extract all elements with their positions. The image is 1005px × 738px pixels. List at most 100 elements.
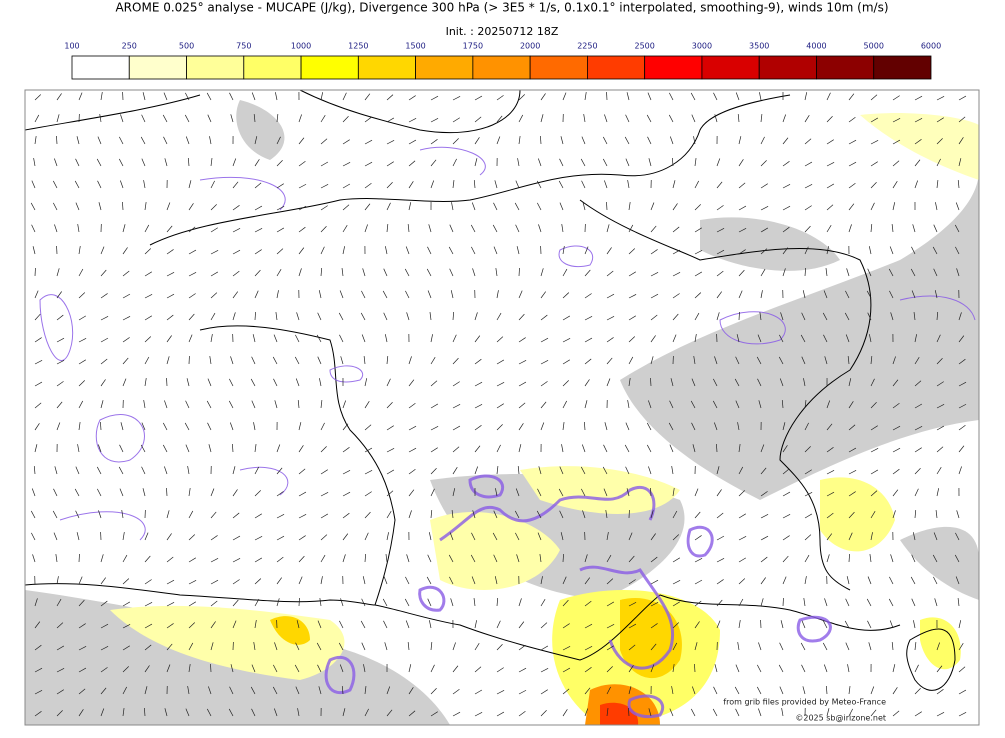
wind-barb bbox=[584, 667, 592, 673]
wind-barb bbox=[144, 707, 146, 717]
wind-barb bbox=[164, 158, 168, 167]
wind-barb bbox=[914, 688, 921, 695]
wind-barb bbox=[848, 203, 855, 211]
wind-barb bbox=[847, 356, 850, 365]
wind-barb bbox=[866, 290, 872, 299]
wind-barb bbox=[122, 201, 124, 211]
wind-barb bbox=[672, 642, 678, 651]
wind-barb bbox=[712, 400, 718, 409]
wind-barb bbox=[889, 290, 894, 299]
wind-barb bbox=[122, 532, 125, 541]
wind-barb bbox=[672, 203, 678, 211]
wind-barb bbox=[870, 510, 876, 519]
wind-barb bbox=[144, 602, 153, 607]
wind-barb bbox=[144, 202, 147, 211]
wind-barb bbox=[342, 92, 347, 101]
wind-barb bbox=[33, 466, 36, 475]
wind-barb bbox=[958, 712, 967, 717]
wind-barb bbox=[230, 664, 234, 673]
wind-barb bbox=[383, 268, 388, 277]
wind-barb bbox=[936, 665, 943, 673]
wind-barb bbox=[671, 157, 674, 167]
wind-barb bbox=[628, 315, 637, 321]
wind-barb bbox=[826, 246, 829, 255]
wind-barb bbox=[804, 576, 807, 585]
wind-barb bbox=[540, 645, 549, 651]
colorbar-box bbox=[701, 55, 760, 80]
wind-barb bbox=[53, 488, 58, 497]
wind-barb bbox=[892, 468, 900, 475]
wind-barb bbox=[562, 422, 565, 431]
wind-barb bbox=[276, 491, 284, 497]
wind-barb bbox=[34, 402, 42, 409]
wind-barb bbox=[188, 488, 191, 497]
wind-barb bbox=[232, 579, 240, 585]
wind-barb bbox=[34, 381, 43, 387]
colorbar-label: 100 bbox=[64, 42, 79, 51]
wind-barb bbox=[78, 553, 80, 563]
wind-barb bbox=[626, 92, 630, 101]
wind-barb bbox=[738, 557, 747, 563]
wind-barb bbox=[782, 183, 791, 189]
wind-barb bbox=[606, 532, 609, 541]
wind-barb bbox=[935, 510, 938, 519]
wind-barb bbox=[206, 400, 212, 409]
colorbar-box bbox=[587, 55, 646, 80]
wind-barb bbox=[430, 426, 439, 431]
wind-barb bbox=[99, 114, 102, 123]
wind-barb bbox=[404, 598, 410, 607]
wind-barb bbox=[56, 93, 62, 101]
wind-barb bbox=[603, 488, 608, 497]
wind-barb bbox=[276, 556, 284, 563]
wind-barb bbox=[650, 623, 658, 629]
init-time: Init. : 20250712 18Z bbox=[446, 25, 559, 38]
wind-barb bbox=[56, 401, 63, 409]
wind-barb bbox=[97, 488, 102, 497]
wind-barb bbox=[628, 294, 637, 299]
wind-barb bbox=[298, 183, 307, 189]
wind-barb bbox=[846, 268, 850, 277]
wind-barb bbox=[584, 554, 588, 563]
wind-barb bbox=[144, 555, 151, 563]
wind-barb bbox=[606, 686, 611, 695]
wind-barb bbox=[672, 334, 677, 343]
wind-barb bbox=[540, 337, 549, 343]
wind-barb bbox=[276, 268, 282, 277]
wind-barb bbox=[561, 444, 564, 453]
wind-barb bbox=[692, 686, 696, 695]
wind-barb bbox=[122, 293, 131, 299]
wind-barb bbox=[760, 290, 763, 299]
wind-barb bbox=[210, 663, 212, 673]
wind-barb bbox=[496, 690, 505, 695]
wind-barb bbox=[364, 424, 372, 431]
wind-barb bbox=[758, 708, 762, 717]
wind-barb bbox=[716, 291, 723, 299]
wind-barb bbox=[364, 553, 366, 563]
wind-barb bbox=[782, 468, 790, 475]
wind-barb bbox=[536, 510, 542, 519]
wind-barb bbox=[716, 512, 724, 519]
wind-barb bbox=[430, 468, 437, 475]
wind-barb bbox=[845, 598, 850, 607]
wind-barb bbox=[694, 334, 697, 343]
wind-barb bbox=[844, 620, 850, 629]
wind-barb bbox=[782, 535, 790, 541]
wind-barb bbox=[253, 114, 256, 123]
wind-barb bbox=[650, 533, 656, 541]
wind-barb bbox=[867, 576, 872, 585]
wind-barb bbox=[650, 293, 659, 299]
wind-barb bbox=[779, 686, 784, 695]
wind-barb bbox=[34, 711, 42, 717]
wind-barb bbox=[276, 535, 285, 541]
wind-barb bbox=[408, 118, 417, 123]
wind-barb bbox=[650, 556, 658, 563]
wind-barb bbox=[452, 117, 460, 123]
wind-barb bbox=[118, 158, 124, 167]
wind-barb bbox=[584, 645, 593, 651]
wind-barb bbox=[804, 161, 813, 167]
wind-barb bbox=[75, 466, 80, 475]
wind-barb bbox=[869, 554, 872, 563]
wind-barb bbox=[452, 467, 458, 475]
copyright: ©2025 sb@irizone.net bbox=[795, 714, 886, 723]
colorbar-box bbox=[415, 55, 474, 80]
